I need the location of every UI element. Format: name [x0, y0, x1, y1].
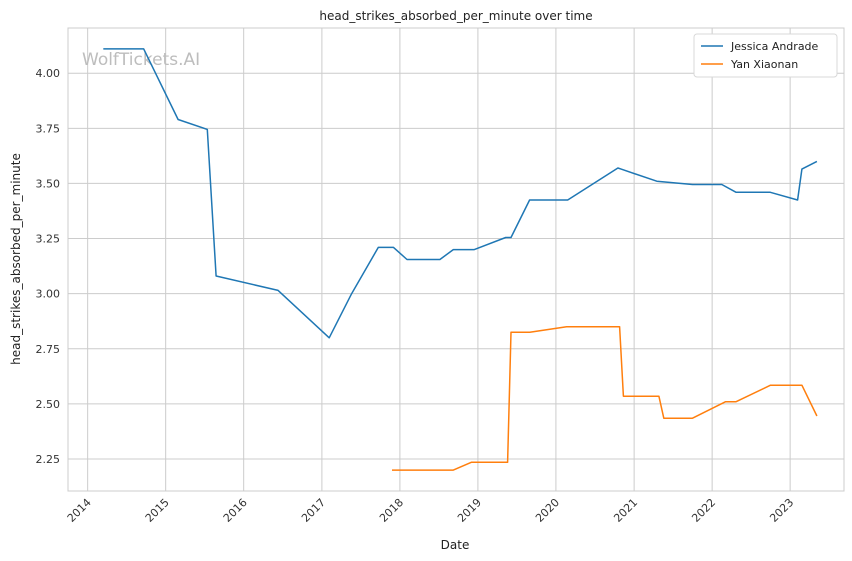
x-axis-title: Date [441, 538, 470, 552]
watermark: WolfTickets.AI [82, 50, 200, 70]
legend: Jessica Andrade Yan Xiaonan [693, 33, 838, 78]
y-tick-label: 3.75 [36, 122, 61, 135]
x-tick-label: 2020 [533, 496, 562, 525]
legend-label-yan-xiaonan: Yan Xiaonan [730, 58, 798, 71]
x-tick-label: 2016 [221, 496, 250, 525]
y-tick-label: 2.50 [36, 398, 61, 411]
y-tick-label: 2.25 [36, 453, 61, 466]
y-axis: 2.25 2.50 2.75 3.00 3.25 3.50 3.75 4.00 [36, 67, 61, 466]
y-tick-label: 3.25 [36, 233, 61, 246]
x-tick-label: 2015 [143, 496, 172, 525]
series-layer [103, 48, 818, 471]
x-tick-label: 2019 [455, 496, 484, 525]
x-tick-label: 2017 [299, 496, 328, 525]
legend-label-jessica-andrade: Jessica Andrade [730, 40, 819, 53]
x-tick-label: 2023 [767, 496, 796, 525]
y-tick-label: 3.00 [36, 288, 61, 301]
plot-area [67, 27, 845, 492]
series-line-yan-xiaonan [392, 325, 818, 471]
series-line-jessica-andrade [103, 48, 818, 339]
y-tick-label: 2.75 [36, 343, 61, 356]
x-tick-label: 2021 [611, 496, 640, 525]
y-axis-title: head_strikes_absorbed_per_minute [9, 153, 23, 365]
x-tick-label: 2014 [65, 496, 94, 525]
legend-box [693, 33, 838, 78]
x-axis: 2014 2015 2016 2017 2018 2019 2020 2021 2022 2023 [65, 496, 796, 525]
x-tick-label: 2022 [689, 496, 718, 525]
y-tick-label: 4.00 [36, 67, 61, 80]
x-tick-label: 2018 [377, 496, 406, 525]
y-tick-label: 3.50 [36, 177, 61, 190]
grid-lines [68, 28, 844, 491]
chart-title: head_strikes_absorbed_per_minute over ti… [319, 9, 592, 23]
